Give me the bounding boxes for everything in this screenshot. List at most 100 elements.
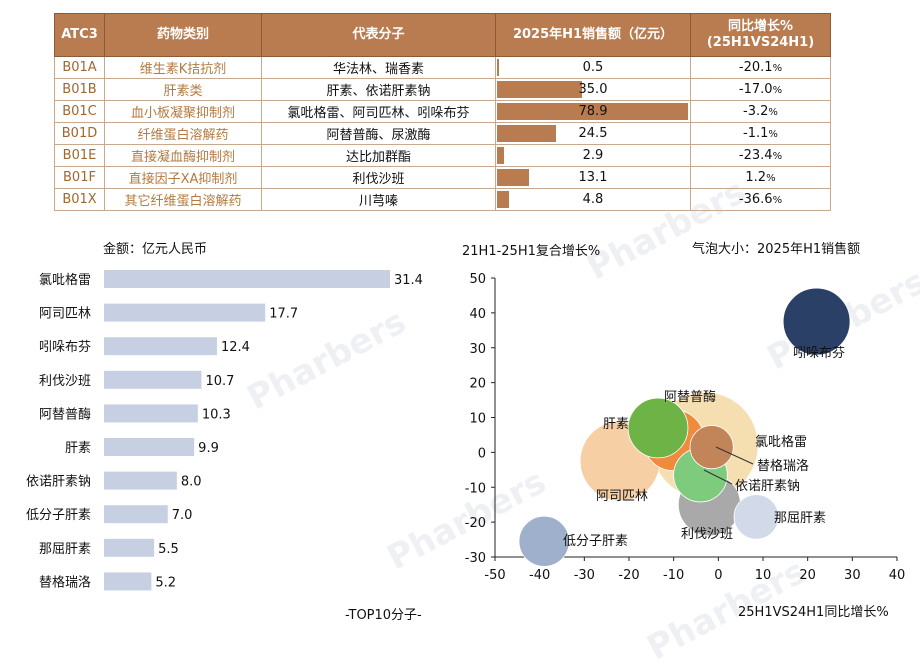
bubble-label: 肝素 — [603, 417, 629, 432]
bubble-label: 阿司匹林 — [596, 489, 648, 504]
sales-value: 35.0 — [578, 82, 608, 97]
x-tick-label: 20 — [799, 568, 816, 583]
bar-category-label: 利伐沙班 — [39, 374, 91, 389]
growth-cell: -36.6% — [690, 188, 831, 211]
bar-category-label: 肝素 — [65, 441, 91, 456]
growth-value: -3.2 — [743, 104, 769, 119]
growth-value: 1.2 — [745, 170, 767, 185]
bar — [104, 538, 155, 557]
growth-percent-sign: % — [772, 195, 783, 206]
bubble — [782, 287, 851, 356]
bar — [104, 370, 202, 389]
bubble — [518, 515, 570, 567]
bar-category-label: 阿司匹林 — [39, 307, 91, 322]
sales-bar — [497, 191, 509, 208]
x-tick-label: 0 — [714, 568, 722, 583]
bar-category-label: 替格瑞洛 — [39, 574, 91, 590]
sales-cell: 4.8 — [495, 188, 691, 211]
table-row: B01F 直接因子XA抑制剂 利伐沙班 13.1 1.2% — [54, 166, 831, 189]
x-tick-label: 10 — [755, 568, 772, 583]
header-growth-sub: (25H1VS24H1) — [706, 35, 815, 50]
x-tick-label: 30 — [844, 568, 861, 583]
x-tick-label: -40 — [529, 568, 550, 583]
molecules-cell: 华法林、瑞香素 — [261, 56, 496, 79]
bar-chart-footer: -TOP10分子- — [345, 608, 422, 623]
bar-value-label: 10.7 — [205, 374, 234, 389]
atc-sales-table: ATC3 药物类别 代表分子 2025年H1销售额（亿元） 同比增长% (25H… — [54, 13, 831, 211]
sales-bar — [497, 125, 557, 142]
bar-value-label: 12.4 — [221, 340, 250, 355]
bar — [104, 471, 177, 490]
growth-percent-sign: % — [772, 63, 783, 74]
atc-code-cell: B01C — [54, 100, 105, 123]
growth-value: -17.0 — [738, 82, 773, 97]
x-tick-label: -30 — [574, 568, 595, 583]
bar — [104, 505, 168, 524]
bar-category-label: 那屈肝素 — [39, 542, 91, 557]
molecules-cell: 川芎嗪 — [261, 188, 496, 211]
bar — [104, 337, 217, 356]
y-tick-label: -30 — [465, 551, 486, 566]
molecules-cell: 达比加群酯 — [261, 144, 496, 167]
bar-category-label: 阿替普酶 — [39, 406, 91, 422]
bar-value-label: 10.3 — [202, 407, 231, 422]
x-tick-label: -10 — [663, 568, 684, 583]
bar-value-label: 7.0 — [172, 508, 193, 523]
bar — [104, 404, 198, 423]
growth-value: -1.1 — [743, 126, 769, 141]
growth-value: -23.4 — [738, 148, 773, 163]
bubble-label: 阿替普酶 — [664, 389, 716, 405]
bar-value-label: 5.5 — [158, 542, 179, 557]
y-tick-label: 10 — [469, 412, 486, 427]
x-tick-label: -20 — [618, 568, 639, 583]
atc-code-cell: B01X — [54, 188, 105, 211]
bubble-size-note: 气泡大小：2025年H1销售额 — [692, 242, 861, 257]
sales-value: 2.9 — [582, 148, 604, 163]
y-tick-label: 40 — [469, 307, 486, 322]
atc-code-cell: B01D — [54, 122, 105, 145]
y-tick-label: 0 — [478, 446, 486, 461]
table-row: B01C 血小板凝聚抑制剂 氯吡格雷、阿司匹林、吲哚布芬 78.9 -3.2% — [54, 100, 831, 123]
table-row: B01B 肝素类 肝素、依诺肝素钠 35.0 -17.0% — [54, 78, 831, 101]
table-header-row: ATC3 药物类别 代表分子 2025年H1销售额（亿元） 同比增长% (25H… — [54, 13, 831, 57]
header-sales: 2025年H1销售额（亿元） — [495, 13, 691, 57]
bubble-y-axis-label: 21H1-25H1复合增长% — [462, 244, 601, 259]
growth-value: -36.6 — [738, 192, 773, 207]
bar-value-label: 8.0 — [181, 475, 202, 490]
y-tick-label: -10 — [465, 481, 486, 496]
x-tick-label: 40 — [889, 568, 906, 583]
category-cell: 其它纤维蛋白溶解药 — [104, 188, 262, 211]
growth-percent-sign: % — [772, 151, 783, 162]
y-tick-label: -20 — [465, 516, 486, 531]
sales-value: 13.1 — [578, 170, 608, 185]
bubble-label: 替格瑞洛 — [757, 458, 809, 474]
sales-cell: 0.5 — [495, 56, 691, 79]
bar-category-label: 氯吡格雷 — [39, 272, 91, 288]
sales-cell: 35.0 — [495, 78, 691, 101]
leader-line — [703, 469, 733, 485]
molecules-cell: 利伐沙班 — [261, 166, 496, 189]
bubble-label: 那屈肝素 — [774, 511, 826, 526]
bar-value-label: 5.2 — [155, 575, 176, 590]
sales-bar — [497, 103, 688, 120]
bar — [104, 270, 390, 288]
bubble-x-axis-label: 25H1VS24H1同比增长% — [738, 605, 889, 620]
bar-value-label: 31.4 — [394, 273, 423, 288]
header-atc3: ATC3 — [54, 13, 105, 57]
bubble-label: 依诺肝素钠 — [735, 479, 800, 494]
header-growth-title: 同比增长% — [727, 19, 794, 34]
bar — [104, 572, 152, 591]
charts-canvas: 氯吡格雷 31.4 阿司匹林 17.7 吲哚布芬 12.4 利伐沙班 10.7 阿替普酶 10.3… — [26, 270, 906, 591]
bar-category-label: 吲哚布芬 — [39, 340, 91, 355]
bar-category-label: 依诺肝素钠 — [26, 475, 91, 490]
atc-code-cell: B01F — [54, 166, 105, 189]
header-growth: 同比增长% (25H1VS24H1) — [690, 13, 831, 57]
bubble-label: 利伐沙班 — [681, 527, 733, 542]
x-tick-label: -50 — [484, 568, 505, 583]
sales-bar — [497, 169, 529, 186]
bubble — [733, 494, 779, 540]
sales-cell: 24.5 — [495, 122, 691, 145]
sales-bar — [497, 147, 505, 164]
table-row: B01A 维生素K拮抗剂 华法林、瑞香素 0.5 -20.1% — [54, 56, 831, 79]
bar — [104, 303, 266, 322]
